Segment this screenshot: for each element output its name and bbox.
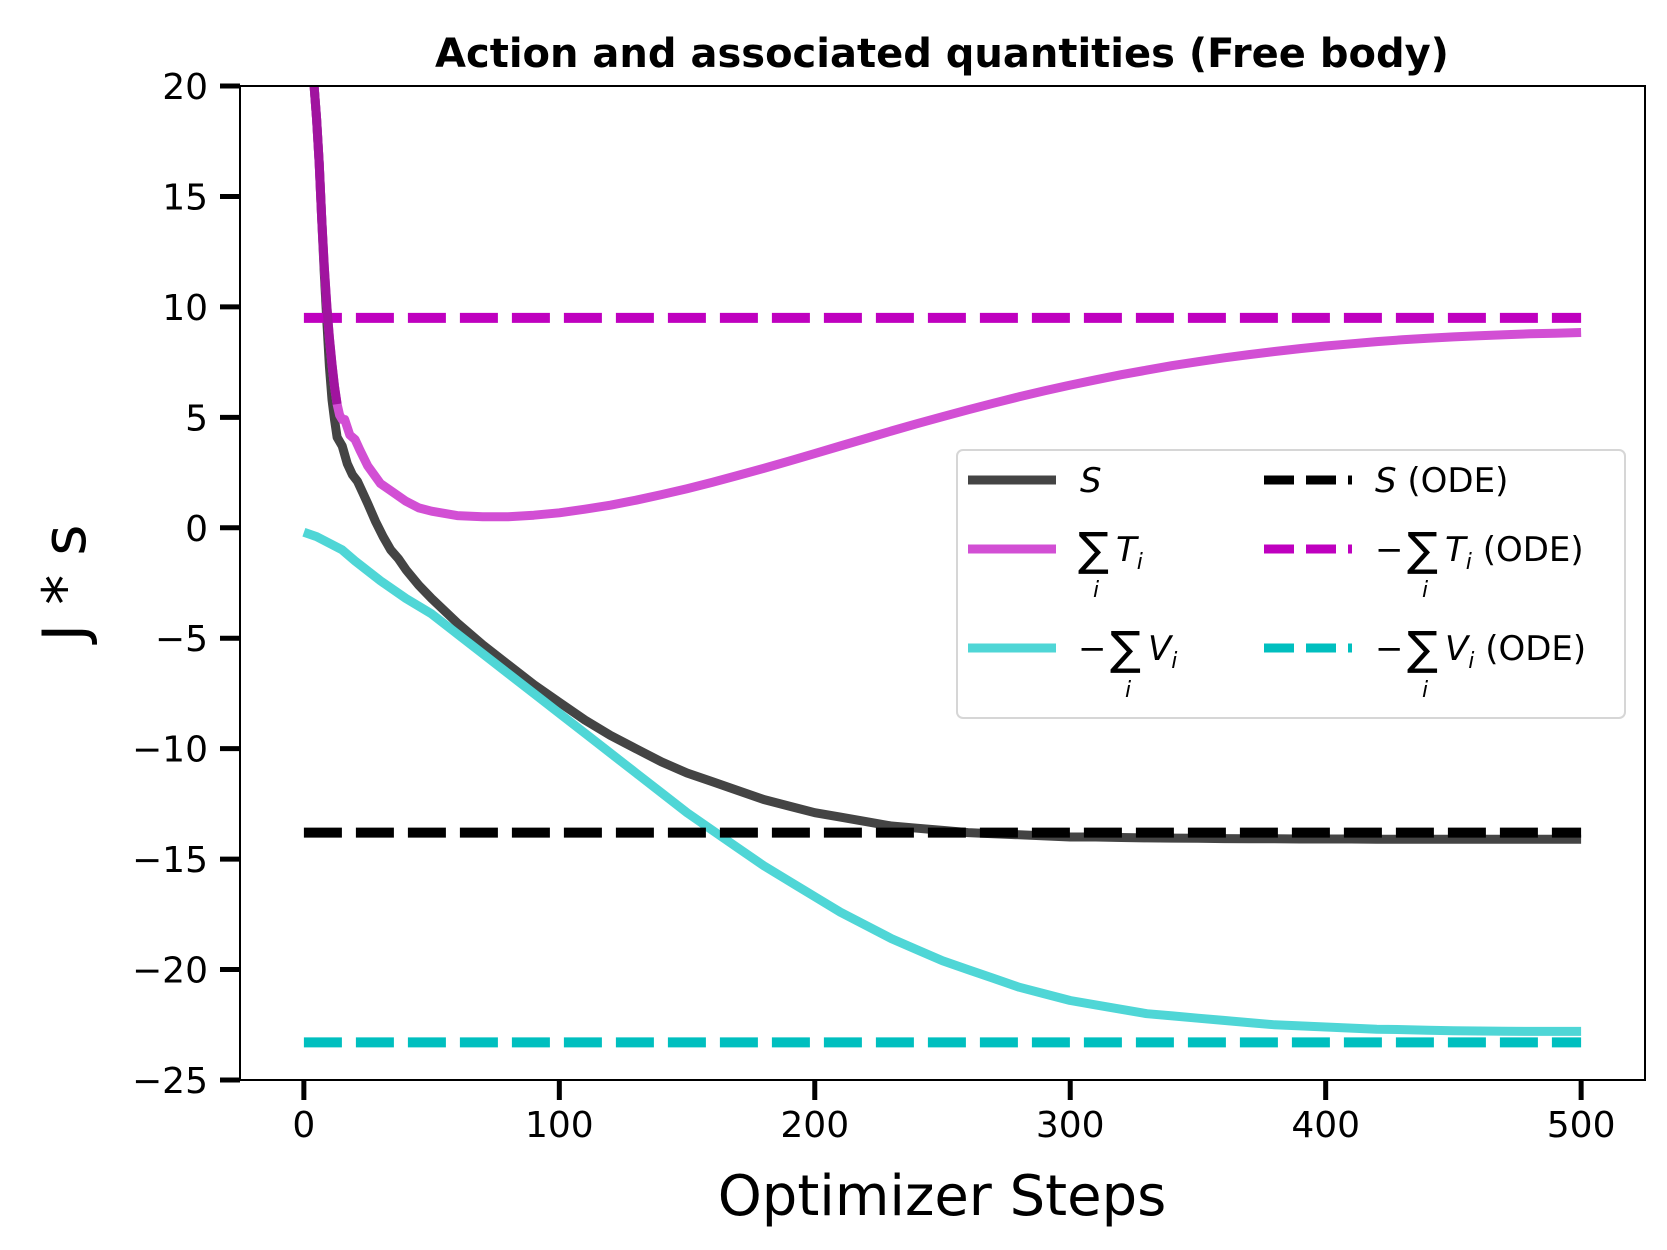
y-tick-label: 10 [162,288,208,329]
legend-minus-t-ode: − [1375,530,1404,570]
y-tick-label: 15 [162,177,208,218]
y-tick-label: −10 [132,730,208,771]
legend-sum-index-t: i [1093,578,1099,603]
series-line-v [302,527,1582,1036]
series-line-t [309,85,1582,522]
y-tick-label: −15 [132,840,208,881]
legend-label-s-ode: S (ODE) [1375,461,1508,501]
legend: S ∑ i Ti − ∑ i Vi S (ODE) − ∑ i Ti (ODE)… [956,449,1626,719]
legend-sum-index-v: i [1125,678,1131,703]
y-axis: 20 15 10 5 0 −5 −10 −15 −20 −25 [132,67,240,1102]
x-axis-label: Optimizer Steps [718,1164,1167,1229]
y-tick-label: 5 [185,398,208,439]
y-tick-label: −20 [132,951,208,992]
legend-label-s: S [1080,461,1102,501]
plot-frame [239,85,1646,1081]
x-tick-label: 400 [1291,1105,1360,1146]
series-line-s [309,85,1582,844]
legend-sum-index-t-ode: i [1422,578,1428,603]
legend-sum-t: ∑ [1078,522,1109,576]
x-tick-label: 300 [1036,1105,1105,1146]
legend-minus-v-ode: − [1375,629,1404,669]
x-tick-label: 0 [292,1105,315,1146]
legend-sum-index-v-ode: i [1422,678,1428,703]
x-axis: 0 100 200 300 400 500 [292,1080,1615,1146]
y-axis-label: J * s [30,524,100,645]
series-layer [302,85,1582,1048]
x-tick-label: 500 [1547,1105,1616,1146]
legend-label-t-ode: Ti (ODE) [1445,530,1584,575]
legend-minus-v: − [1078,629,1107,669]
legend-box [956,449,1626,719]
legend-sum-v-ode: ∑ [1407,621,1438,675]
legend-sum-v: ∑ [1110,621,1141,675]
y-tick-label: 20 [162,67,208,108]
legend-sum-t-ode: ∑ [1407,522,1438,576]
x-tick-label: 100 [525,1105,594,1146]
chart-title: Action and associated quantities (Free b… [435,31,1449,77]
x-tick-label: 200 [780,1105,849,1146]
series-line-t-early-overlap [309,85,342,405]
y-tick-label: −25 [132,1061,208,1102]
legend-label-v-ode: Vi (ODE) [1445,629,1586,674]
y-tick-label: 0 [185,509,208,550]
y-tick-label: −5 [155,619,208,660]
